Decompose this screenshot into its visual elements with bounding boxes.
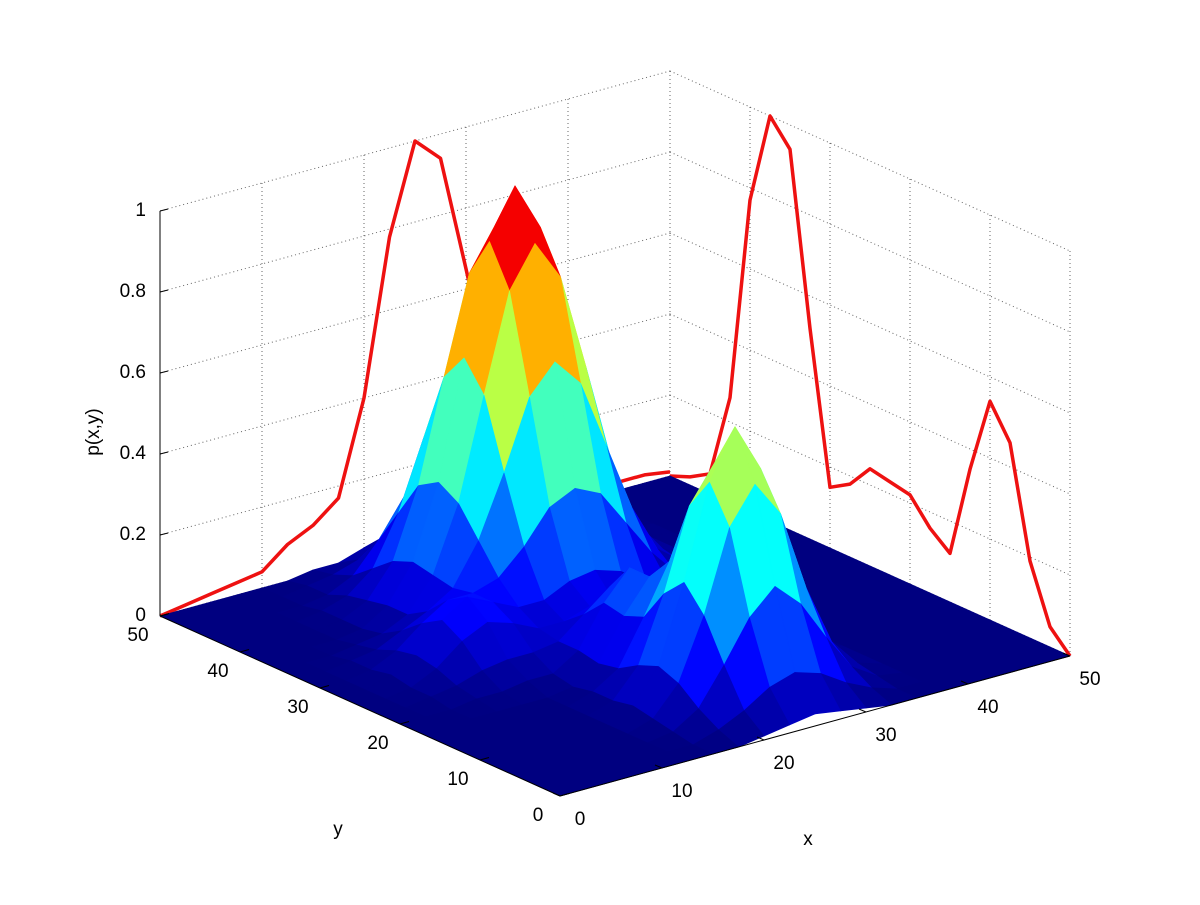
grid-line <box>159 232 671 374</box>
x-tick-label: 10 <box>671 781 692 802</box>
z-tick-mark <box>159 208 169 212</box>
z-tick-mark <box>159 451 169 455</box>
y-tick-label: 20 <box>367 733 388 754</box>
z-tick-mark <box>159 289 169 293</box>
z-tick-label: 0 <box>135 605 146 626</box>
y-tick-label: 10 <box>447 769 468 790</box>
x-tick-mark <box>1062 652 1071 657</box>
x-tick-label: 40 <box>977 697 998 718</box>
x-tick-mark <box>960 680 969 685</box>
x-tick-label: 50 <box>1079 669 1100 690</box>
x-tick-label: 20 <box>773 753 794 774</box>
x-tick-mark <box>756 736 765 741</box>
y-tick-mark <box>239 649 250 653</box>
z-tick-mark <box>159 370 169 374</box>
z-tick-label: 0.4 <box>120 443 147 464</box>
z-tick-label: 1 <box>135 200 146 221</box>
y-tick-mark <box>399 721 410 725</box>
x-tick-mark <box>654 764 663 769</box>
y-tick-mark <box>159 613 170 617</box>
y-tick-mark <box>319 685 330 689</box>
x-tick-label: 0 <box>575 809 586 830</box>
x-tick-mark <box>858 708 867 713</box>
x-tick-mark <box>552 792 561 797</box>
z-tick-label: 0.8 <box>120 281 146 302</box>
y-axis-line <box>159 615 561 797</box>
z-axis-label: p(x,y) <box>83 408 104 456</box>
y-tick-label: 0 <box>533 805 544 826</box>
z-tick-label: 0.2 <box>120 524 146 545</box>
x-tick-label: 30 <box>875 725 896 746</box>
y-tick-mark <box>559 793 570 797</box>
y-tick-label: 40 <box>207 661 228 682</box>
surface <box>159 185 1071 797</box>
x-axis-line <box>559 655 1071 797</box>
z-tick-label: 0.6 <box>120 362 146 383</box>
grid-line <box>159 151 671 293</box>
grid-line <box>159 313 671 455</box>
y-tick-label: 30 <box>287 697 308 718</box>
y-tick-mark <box>479 757 490 761</box>
y-axis-label: y <box>333 819 343 840</box>
y-tick-label: 50 <box>127 625 148 646</box>
y-marginal-curve <box>669 114 1072 657</box>
z-tick-mark <box>159 532 169 536</box>
x-axis-label: x <box>803 829 813 850</box>
